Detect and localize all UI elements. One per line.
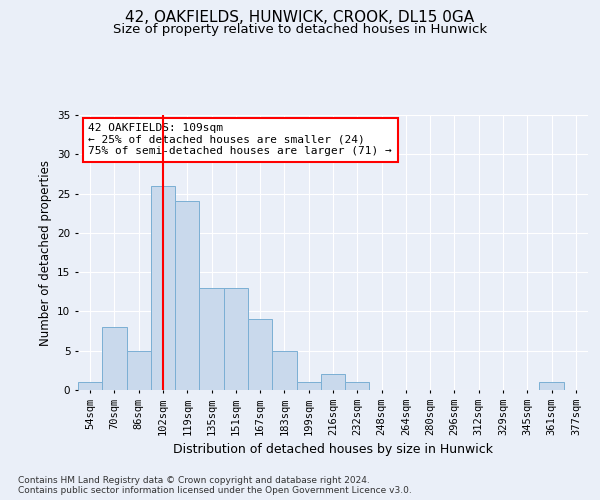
Bar: [199, 288, 224, 390]
X-axis label: Distribution of detached houses by size in Hunwick: Distribution of detached houses by size …: [173, 444, 493, 456]
Y-axis label: Number of detached properties: Number of detached properties: [38, 160, 52, 346]
Bar: [321, 374, 345, 390]
Bar: [102, 327, 127, 390]
Bar: [224, 288, 248, 390]
Bar: [248, 320, 272, 390]
Bar: [175, 202, 199, 390]
Text: 42 OAKFIELDS: 109sqm
← 25% of detached houses are smaller (24)
75% of semi-detac: 42 OAKFIELDS: 109sqm ← 25% of detached h…: [88, 123, 392, 156]
Text: Contains HM Land Registry data © Crown copyright and database right 2024.
Contai: Contains HM Land Registry data © Crown c…: [18, 476, 412, 495]
Bar: [539, 382, 564, 390]
Bar: [296, 382, 321, 390]
Bar: [345, 382, 370, 390]
Bar: [151, 186, 175, 390]
Bar: [272, 350, 296, 390]
Bar: [127, 350, 151, 390]
Text: Size of property relative to detached houses in Hunwick: Size of property relative to detached ho…: [113, 22, 487, 36]
Text: 42, OAKFIELDS, HUNWICK, CROOK, DL15 0GA: 42, OAKFIELDS, HUNWICK, CROOK, DL15 0GA: [125, 10, 475, 25]
Bar: [78, 382, 102, 390]
